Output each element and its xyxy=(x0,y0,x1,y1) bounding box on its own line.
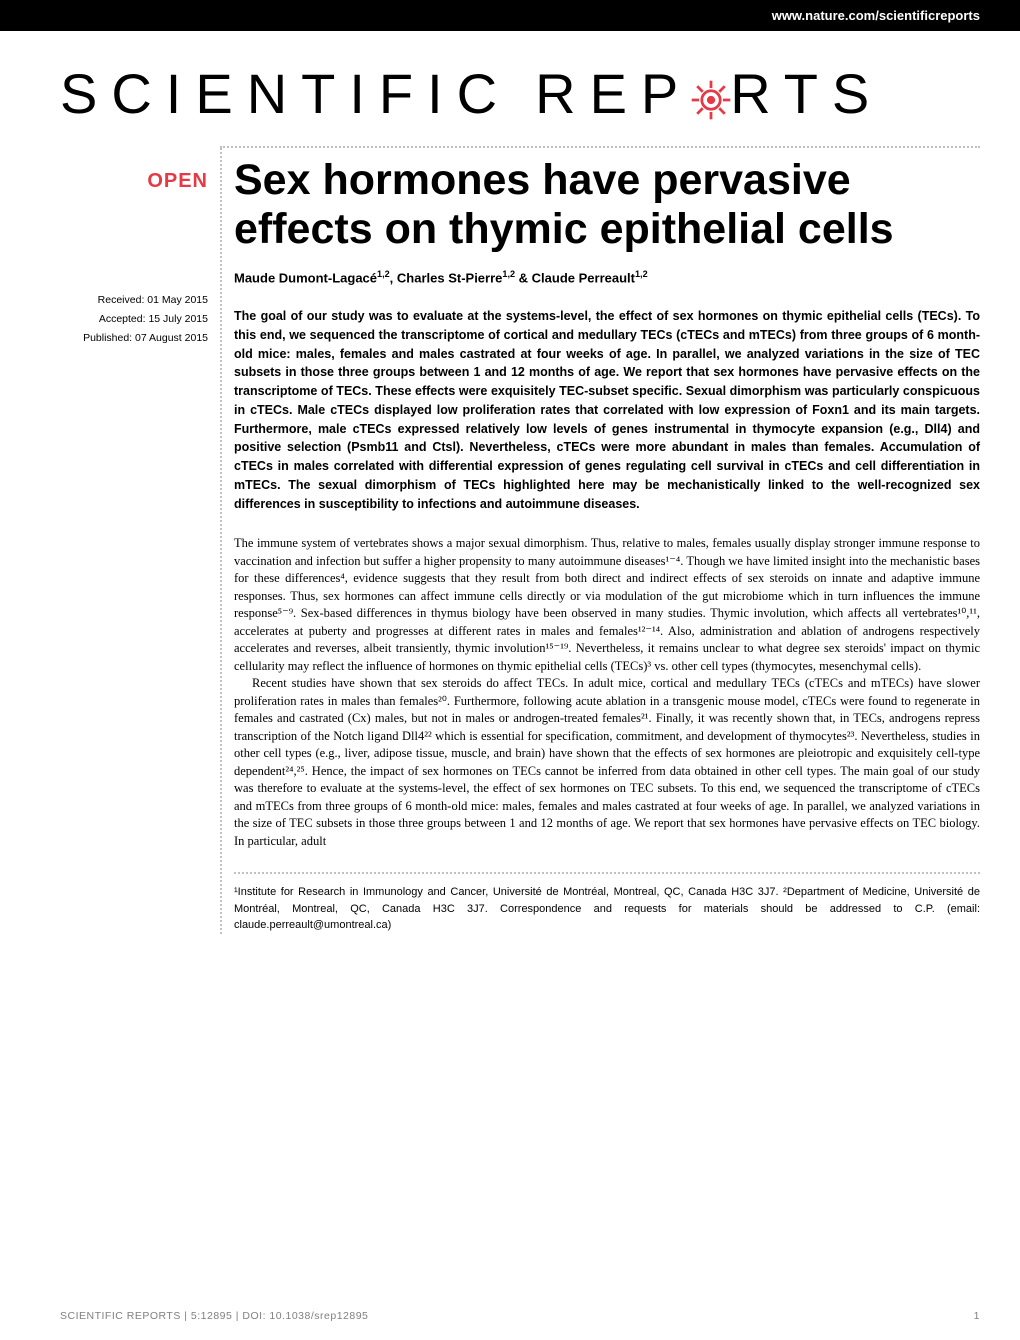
header-bar: www.nature.com/scientificreports xyxy=(0,0,1020,31)
body-paragraph: The immune system of vertebrates shows a… xyxy=(234,535,980,675)
article-abstract: The goal of our study was to evaluate at… xyxy=(234,307,980,513)
footer-citation: SCIENTIFIC REPORTS | 5:12895 | DOI: 10.1… xyxy=(60,1310,368,1322)
gear-icon xyxy=(688,71,734,117)
footer-page-number: 1 xyxy=(974,1310,980,1322)
accepted-date: Accepted: 15 July 2015 xyxy=(0,310,208,329)
affiliations: ¹Institute for Research in Immunology an… xyxy=(234,872,980,934)
article-title: Sex hormones have pervasive effects on t… xyxy=(234,156,980,255)
logo-right2: RTS xyxy=(730,61,883,126)
main-content: OPEN Received: 01 May 2015 Accepted: 15 … xyxy=(0,148,1020,934)
open-badge: OPEN xyxy=(0,170,208,193)
journal-logo: SCIENTIFIC REP RTS xyxy=(0,31,1020,136)
article-dates: Received: 01 May 2015 Accepted: 15 July … xyxy=(0,291,208,348)
page-footer: SCIENTIFIC REPORTS | 5:12895 | DOI: 10.1… xyxy=(60,1310,980,1322)
published-date: Published: 07 August 2015 xyxy=(0,329,208,348)
article-body: The immune system of vertebrates shows a… xyxy=(234,535,980,850)
body-paragraph: Recent studies have shown that sex stero… xyxy=(234,675,980,850)
article-authors: Maude Dumont-Lagacé1,2, Charles St-Pierr… xyxy=(234,269,980,285)
received-date: Received: 01 May 2015 xyxy=(0,291,208,310)
logo-left: SCIENTIFIC xyxy=(60,61,511,126)
logo-right1: REP xyxy=(535,61,692,126)
left-column: OPEN Received: 01 May 2015 Accepted: 15 … xyxy=(0,148,220,934)
header-url: www.nature.com/scientificreports xyxy=(772,8,980,23)
right-column: Sex hormones have pervasive effects on t… xyxy=(220,148,980,934)
